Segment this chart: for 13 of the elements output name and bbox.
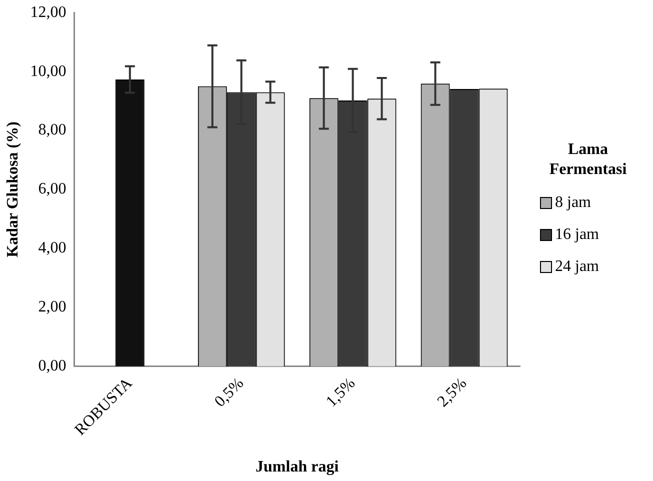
y-tick-label: 4,00 [38,240,66,257]
y-tick-label: 0,00 [38,358,66,375]
legend-label: 8 jam [555,194,591,212]
legend-title: Lama Fermentasi [548,140,628,180]
y-tick-label: 6,00 [38,180,66,198]
y-tick-label: 8,00 [38,122,66,139]
legend-label: 16 jam [555,226,599,244]
y-axis-title: Kadar Glukosa (%) [4,122,22,258]
y-tick-label: 12,00 [30,4,66,21]
y-tick-label: 10,00 [30,62,66,80]
x-axis-title: Jumlah ragi [256,458,340,476]
y-tick-label: 2,00 [38,298,66,316]
legend-label: 24 jam [555,258,599,276]
